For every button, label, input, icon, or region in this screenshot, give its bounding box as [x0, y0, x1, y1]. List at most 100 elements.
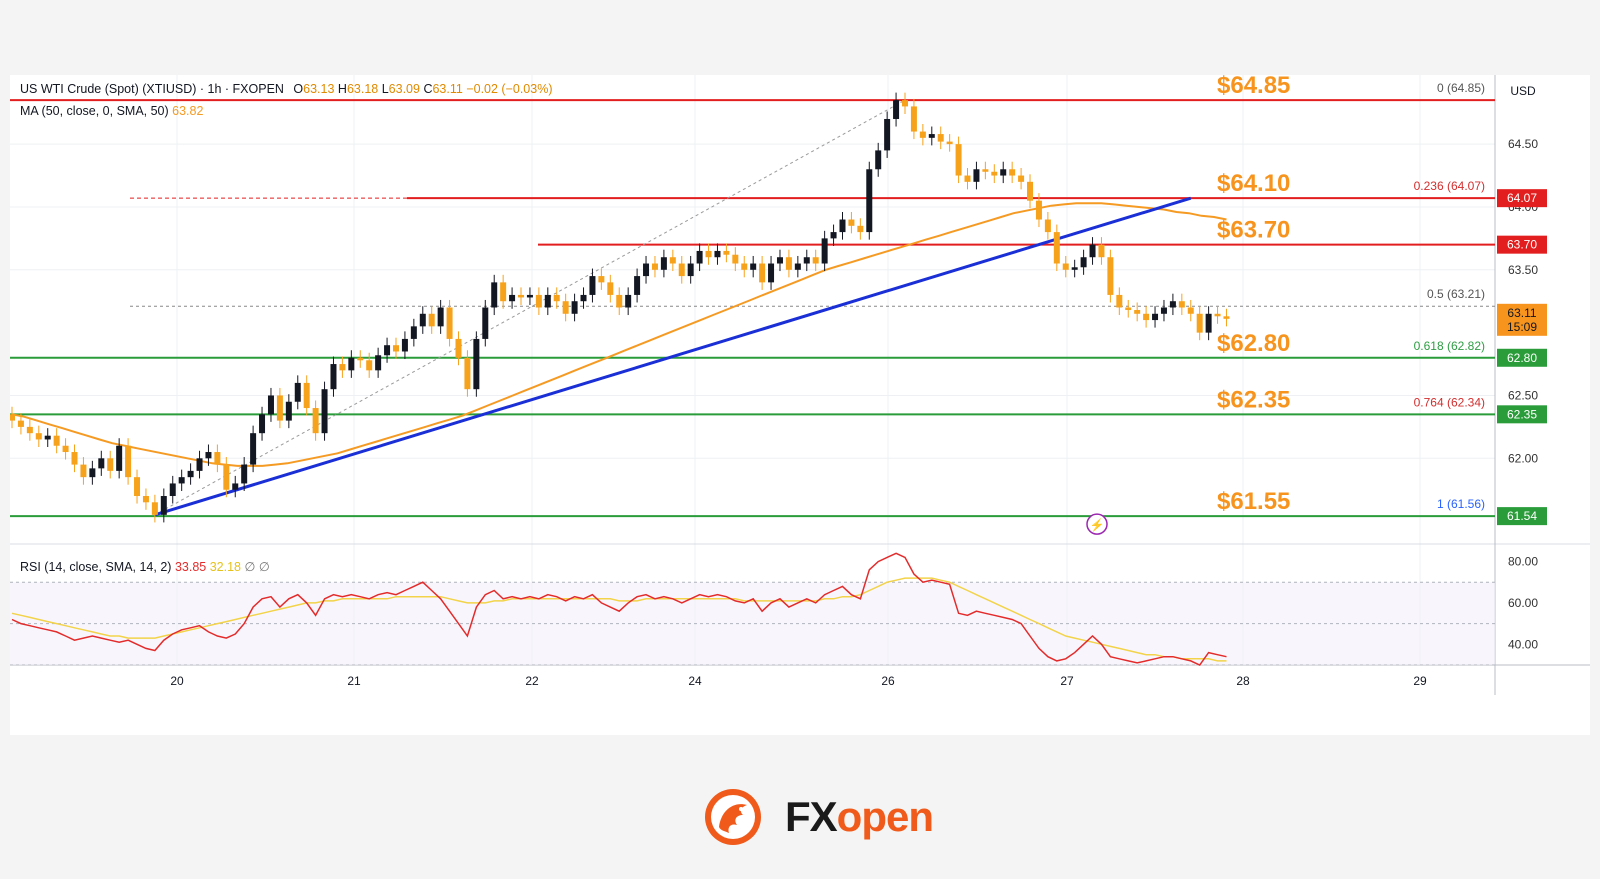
fib-level-label: 0.618 (62.82) [1414, 339, 1485, 353]
symbol-name: US WTI Crude (Spot) (XTIUSD) · 1h · FXOP… [20, 82, 284, 96]
candle-bear [518, 294, 525, 298]
candle-bull [1080, 257, 1087, 268]
candle-bull [473, 338, 480, 390]
candle-bear [303, 382, 310, 409]
candle-bear [134, 477, 141, 497]
price-badge-label: 62.35 [1507, 407, 1537, 421]
candle-bull [205, 452, 212, 459]
y-tick-label: 62.00 [1508, 451, 1538, 465]
candle-bull [1071, 267, 1078, 270]
candle-bear [732, 254, 739, 264]
price-badge [1497, 507, 1547, 526]
candle-bear [446, 307, 453, 339]
last-price-value: 63.11 [1507, 306, 1536, 320]
fib-level-label: 0.236 (64.07) [1414, 179, 1485, 193]
price-badge-label: 63.70 [1507, 238, 1537, 252]
price-badge [1497, 189, 1547, 208]
candle-bull [794, 263, 801, 270]
candle-bear [902, 100, 908, 107]
level-price-label: $62.35 [1217, 386, 1290, 413]
y-tick-label: 63.50 [1508, 263, 1538, 277]
close-value: 63.11 [432, 82, 463, 96]
ma-line [11, 202, 1227, 467]
rsi-tick-label: 40.00 [1508, 637, 1538, 651]
candle-bear [1116, 294, 1123, 308]
candle-bull [375, 355, 382, 371]
candle-bull [696, 250, 703, 264]
candle-bull [526, 294, 533, 298]
candle-bull [893, 100, 900, 119]
high-value: 63.18 [346, 82, 379, 96]
change-value: −0.02 (−0.03%) [466, 82, 553, 96]
symbol-legend: US WTI Crude (Spot) (XTIUSD) · 1h · FXOP… [20, 82, 552, 96]
candle-bear [562, 301, 569, 314]
candle-bear [366, 360, 373, 371]
candle-bull [589, 276, 596, 295]
candle-bull [643, 263, 650, 277]
candle-bull [482, 307, 489, 339]
fib-level-label: 1 (61.56) [1437, 497, 1485, 511]
price-badge-label: 64.07 [1507, 191, 1537, 205]
candle-bear [1107, 257, 1114, 295]
candle-bear [1035, 200, 1042, 220]
candle-bear [598, 276, 605, 283]
candle-bull [250, 433, 257, 465]
event-marker-icon [1086, 513, 1108, 535]
candle-bull [660, 257, 667, 270]
x-tick-label: 28 [1236, 674, 1250, 688]
x-tick-label: 27 [1060, 674, 1074, 688]
x-tick-label: 29 [1413, 674, 1427, 688]
candle-bear [991, 171, 998, 176]
candle-bear [1178, 301, 1185, 308]
candle-countdown: 15:09 [1507, 320, 1537, 334]
candle-bull [750, 263, 757, 270]
rsi-sma-legend-value: 32.18 [209, 560, 241, 574]
candle-bear [107, 458, 114, 471]
candle-bull [1000, 169, 1007, 176]
candle-bear [785, 257, 792, 270]
candle-bull [571, 301, 578, 314]
open-label: O [293, 82, 304, 96]
candle-bear [1223, 316, 1230, 319]
candle-bear [723, 250, 730, 255]
level-price-label: $61.55 [1217, 488, 1290, 515]
candle-bear [276, 395, 283, 421]
candle-bear [759, 263, 766, 283]
candle-bear [982, 169, 989, 172]
candle-bear [26, 426, 33, 434]
candle-bear [357, 357, 364, 361]
candle-bull [1160, 307, 1167, 314]
candle-bull [44, 435, 51, 440]
candle-bear [857, 225, 864, 233]
ma-legend-label: MA (50, close, 0, SMA, 50) [20, 104, 169, 118]
candle-bear [71, 452, 78, 465]
rsi-legend[interactable]: RSI (14, close, SMA, 14, 2) 33.85 32.18 … [20, 559, 270, 574]
candle-bull [875, 150, 882, 170]
candle-bull [232, 483, 239, 490]
candle-bull [884, 118, 891, 151]
candle-bull [116, 445, 123, 471]
candle-bear [535, 294, 542, 308]
ma-legend[interactable]: MA (50, close, 0, SMA, 50) 63.82 [20, 104, 203, 118]
candle-bear [1053, 232, 1060, 264]
candle-bull [687, 263, 694, 277]
candle-bear [464, 357, 471, 390]
brand-wordmark: FXopen [785, 793, 934, 840]
candle-bear [1187, 307, 1194, 314]
candle-bear [455, 338, 462, 358]
high-label: H [337, 82, 347, 96]
x-tick-label: 26 [881, 674, 895, 688]
candle-bull [321, 389, 328, 434]
candle-bull [187, 470, 194, 478]
last-price-badge [1497, 303, 1547, 336]
candle-bear [1196, 313, 1203, 333]
candle-bull [839, 219, 846, 233]
candle-bull [437, 307, 444, 327]
rsi-sma-line [11, 577, 1227, 662]
candle-bull [776, 257, 783, 264]
candle-bear [1125, 307, 1132, 311]
rsi-legend-value: 33.85 [174, 560, 207, 574]
candle-bear [17, 420, 24, 427]
